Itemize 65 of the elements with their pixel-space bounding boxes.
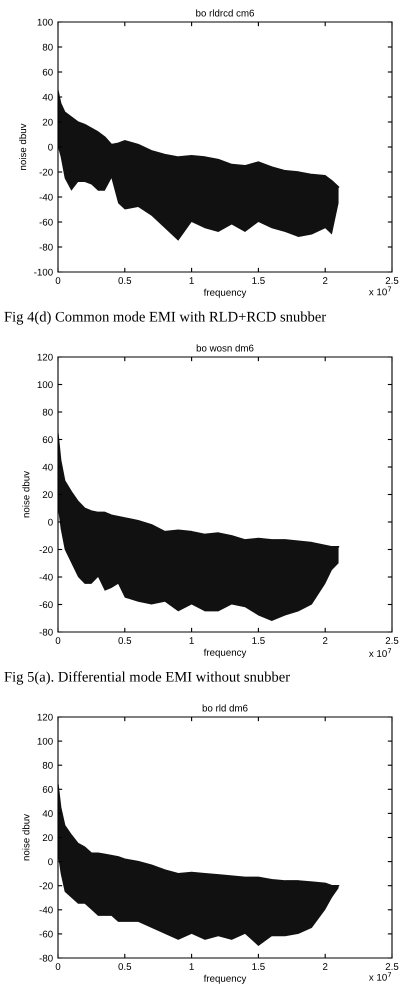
y-tick-label: -60 [40,218,53,226]
x-tick-label: 0 [56,637,60,644]
text: x 10$^{7}$ [368,286,392,296]
y-axis-title: noise dbuv [22,471,30,518]
y-tick-label: 0 [48,144,53,151]
y-tick-label: 120 [38,354,53,361]
x-tick-label: 2 [322,637,328,644]
y-tick-label: -20 [40,882,53,890]
y-tick-label: 80 [42,762,53,769]
y-axis-title: noise dbuv [19,124,26,170]
y-tick-label: -80 [40,954,53,962]
y-tick-label: -80 [40,628,53,636]
x-tick-label: 2 [322,963,328,970]
x-tick-label: 0 [56,277,60,284]
y-tick-label: 100 [38,738,53,745]
y-tick-label: 120 [38,714,53,721]
y-tick-label: 60 [42,436,53,444]
y-tick-label: 80 [42,44,53,51]
x-tick-label: 2.5 [386,637,398,644]
y-tick-label: 20 [42,834,53,842]
y-tick-label: -20 [40,168,53,176]
x-tick-label: 1.5 [252,637,265,644]
x-tick-label: 1 [190,963,194,970]
x-tick-label: 0.5 [118,963,132,970]
y-tick-label: -80 [40,244,53,251]
y-tick-label: -40 [40,194,53,201]
x-axis-title: frequency [204,974,246,984]
x-tick-label: 1 [190,637,194,644]
text: x 10$^{7}$ [368,648,392,657]
y-tick-label: 80 [42,408,53,416]
y-tick-label: 100 [38,18,53,26]
y-tick-label: 100 [38,381,53,388]
x-tick-label: 1.5 [252,963,265,970]
x-axis-title: frequency [204,648,246,658]
y-tick-label: 60 [42,68,53,76]
x-tick-label: 2.5 [386,277,398,284]
x-tick-label: 0.5 [118,277,132,284]
caption: Fig 4(d) Common mode EMI with RLD+RCD snubber [4,311,326,325]
x-tick-label: 0.5 [118,637,132,644]
y-tick-label: -20 [40,546,53,554]
x-tick-label: 0 [56,963,60,970]
chart-title: bo rldrcd cm6 [196,9,254,17]
chart-title: bo wosn dm6 [196,344,254,352]
y-tick-label: -60 [40,930,53,938]
y-tick-label: 20 [42,491,53,498]
x-tick-label: 1 [190,277,194,284]
caption: Fig 5(a). Differential mode EMI without snubber [4,671,290,685]
y-tick-label: 60 [42,786,53,793]
x-tick-label: 2 [322,277,328,284]
y-axis-title: noise dbuv [22,814,30,860]
x-axis-title: frequency [204,288,246,298]
y-tick-label: -40 [40,574,53,581]
y-tick-label: 40 [42,94,53,101]
y-tick-label: 40 [42,464,53,471]
x-tick-label: 2.5 [386,963,398,970]
y-tick-label: -40 [40,906,53,914]
x-tick-label: 1.5 [252,277,265,284]
y-tick-label: -60 [40,601,53,608]
y-tick-label: -100 [34,268,53,276]
y-tick-label: 20 [42,118,53,126]
text: x 10$^{7}$ [368,972,392,981]
y-tick-label: 0 [48,858,53,866]
y-tick-label: 0 [48,518,53,526]
y-tick-label: 40 [42,810,53,818]
chart-title: bo rld dm6 [202,704,248,712]
